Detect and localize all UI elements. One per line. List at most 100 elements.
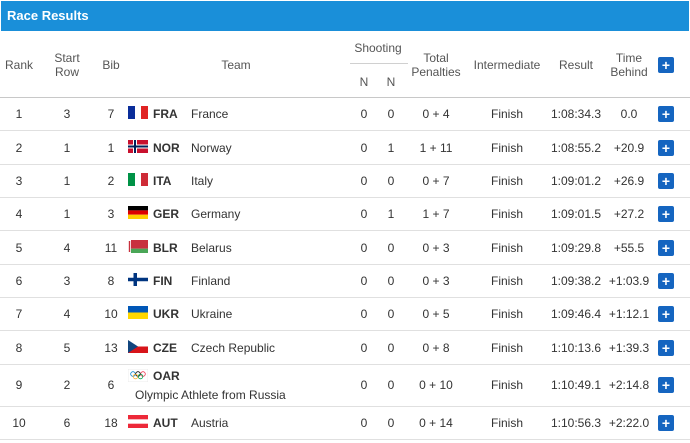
expand-row-button[interactable]: + [658,140,674,156]
shooting-n1-cell: 0 [360,416,368,430]
rank-cell: 4 [15,207,23,221]
result-cell: 1:09:01.5 [550,207,602,221]
time-behind-cell: +1:12.1 [608,307,650,321]
row-divider [0,330,690,331]
table-row[interactable]: 2 1 1 NOR Norway 0 1 1 + 11 Finish 1:08:… [0,131,690,164]
expand-row-button[interactable]: + [658,340,674,356]
team-code: FIN [153,274,173,288]
team-code: AUT [153,416,178,430]
team-name: Ukraine [191,307,233,321]
team-name: Finland [191,274,231,288]
time-behind-cell: 0.0 [620,107,638,121]
table-row[interactable]: 9 2 6 OAR Olympic Athlete from Russia 0 … [0,365,690,406]
start-row-cell: 1 [63,174,71,188]
result-cell: 1:09:01.2 [550,174,602,188]
shooting-n1-cell: 0 [360,207,368,221]
table-row[interactable]: 5 4 11 BLR Belarus 0 0 0 + 3 Finish 1:09… [0,231,690,264]
penalties-cell: 0 + 10 [419,378,453,392]
time-behind-cell: +2:22.0 [608,416,650,430]
table-row[interactable]: 1 3 7 FRA France 0 0 0 + 4 Finish 1:08:3… [0,98,690,130]
penalties-cell: 0 + 5 [422,307,450,321]
header-total-bottom: Penalties [411,65,461,79]
team-code: GER [153,207,180,221]
team-code: BLR [153,241,178,255]
ukraine-flag-icon [128,306,148,319]
shooting-n2-cell: 1 [387,207,395,221]
header-shooting: Shooting [354,41,402,55]
germany-flag-icon [128,206,148,219]
france-flag-icon [128,106,148,119]
bib-cell: 2 [107,174,115,188]
expand-row-button[interactable]: + [658,106,674,122]
intermediate-cell: Finish [490,307,523,321]
penalties-cell: 1 + 7 [422,207,450,221]
shooting-n2-cell: 0 [387,416,395,430]
table-row[interactable]: 4 1 3 GER Germany 0 1 1 + 7 Finish 1:09:… [0,198,690,230]
team-code: ITA [153,174,172,188]
rank-cell: 2 [15,141,23,155]
row-divider [0,364,690,365]
row-divider [0,230,690,231]
time-behind-cell: +1:39.3 [608,341,650,355]
expand-row-button[interactable]: + [658,377,674,393]
table-row[interactable]: 7 4 10 UKR Ukraine 0 0 0 + 5 Finish 1:09… [0,298,690,330]
panel-title: Race Results [1,1,689,31]
team-name: Italy [191,174,214,188]
result-cell: 1:10:49.1 [550,378,602,392]
time-behind-cell: +20.9 [613,141,645,155]
expand-all-button[interactable]: + [658,57,674,73]
row-divider [0,164,690,165]
bib-cell: 13 [104,341,118,355]
table-header: Rank Start Row Bib Team Shooting N N Tot… [0,32,690,98]
table-row[interactable]: 10 6 18 AUT Austria 0 0 0 + 14 Finish 1:… [0,407,690,439]
table-row[interactable]: 8 5 13 CZE Czech Republic 0 0 0 + 8 Fini… [0,331,690,364]
expand-row-button[interactable]: + [658,240,674,256]
rank-cell: 6 [15,274,23,288]
shooting-divider [350,63,408,64]
time-behind-cell: +55.5 [613,241,645,255]
shooting-n2-cell: 0 [387,241,395,255]
expand-row-button[interactable]: + [658,273,674,289]
start-row-cell: 6 [63,416,71,430]
penalties-cell: 0 + 8 [422,341,450,355]
shooting-n2-cell: 0 [387,307,395,321]
table-row[interactable]: 6 3 8 FIN Finland 0 0 0 + 3 Finish 1:09:… [0,265,690,297]
bib-cell: 11 [104,241,118,255]
start-row-cell: 2 [63,378,71,392]
header-intermediate: Intermediate [473,58,541,72]
result-cell: 1:09:38.2 [550,274,602,288]
start-row-cell: 5 [63,341,71,355]
penalties-cell: 0 + 14 [419,416,453,430]
penalties-cell: 1 + 11 [419,141,453,155]
team-code: NOR [153,141,180,155]
team-code: FRA [153,107,178,121]
italy-flag-icon [128,173,148,186]
shooting-n1-cell: 0 [360,307,368,321]
result-cell: 1:09:46.4 [550,307,602,321]
shooting-n1-cell: 0 [360,141,368,155]
team-name: Germany [191,207,241,221]
team-name: Austria [191,416,229,430]
result-cell: 1:08:55.2 [550,141,602,155]
czech-flag-icon [128,340,148,353]
shooting-n2-cell: 0 [387,378,395,392]
shooting-n2-cell: 0 [387,274,395,288]
time-behind-cell: +27.2 [613,207,645,221]
expand-row-button[interactable]: + [658,306,674,322]
expand-row-button[interactable]: + [658,206,674,222]
expand-row-button[interactable]: + [658,415,674,431]
team-code: UKR [153,307,179,321]
team-code: OAR [153,369,180,383]
rank-cell: 10 [12,416,26,430]
penalties-cell: 0 + 3 [422,274,450,288]
intermediate-cell: Finish [490,241,523,255]
rank-cell: 8 [15,341,23,355]
team-name: Belarus [191,241,232,255]
table-row[interactable]: 3 1 2 ITA Italy 0 0 0 + 7 Finish 1:09:01… [0,165,690,197]
shooting-n1-cell: 0 [360,107,368,121]
belarus-flag-icon [128,240,148,253]
intermediate-cell: Finish [490,207,523,221]
time-behind-cell: +1:03.9 [608,274,650,288]
header-time-bottom: Behind [610,65,648,79]
expand-row-button[interactable]: + [658,173,674,189]
